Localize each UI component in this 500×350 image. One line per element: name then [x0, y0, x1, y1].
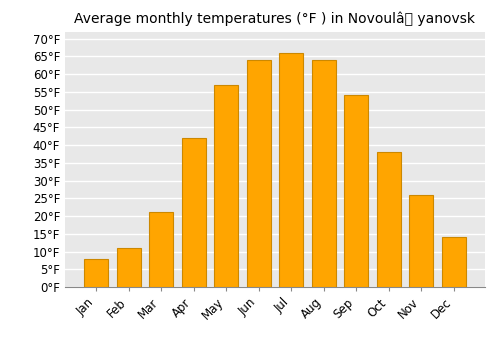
Bar — [442, 237, 466, 287]
Bar — [214, 85, 238, 287]
Bar — [84, 259, 108, 287]
Bar — [312, 60, 336, 287]
Title: Average monthly temperatures (°F ) in Novoulâ yanovsk: Average monthly temperatures (°F ) in No… — [74, 12, 475, 26]
Bar — [246, 60, 271, 287]
Bar — [116, 248, 141, 287]
Bar — [279, 53, 303, 287]
Bar — [409, 195, 434, 287]
Bar — [149, 212, 174, 287]
Bar — [344, 95, 368, 287]
Bar — [182, 138, 206, 287]
Bar — [376, 152, 401, 287]
